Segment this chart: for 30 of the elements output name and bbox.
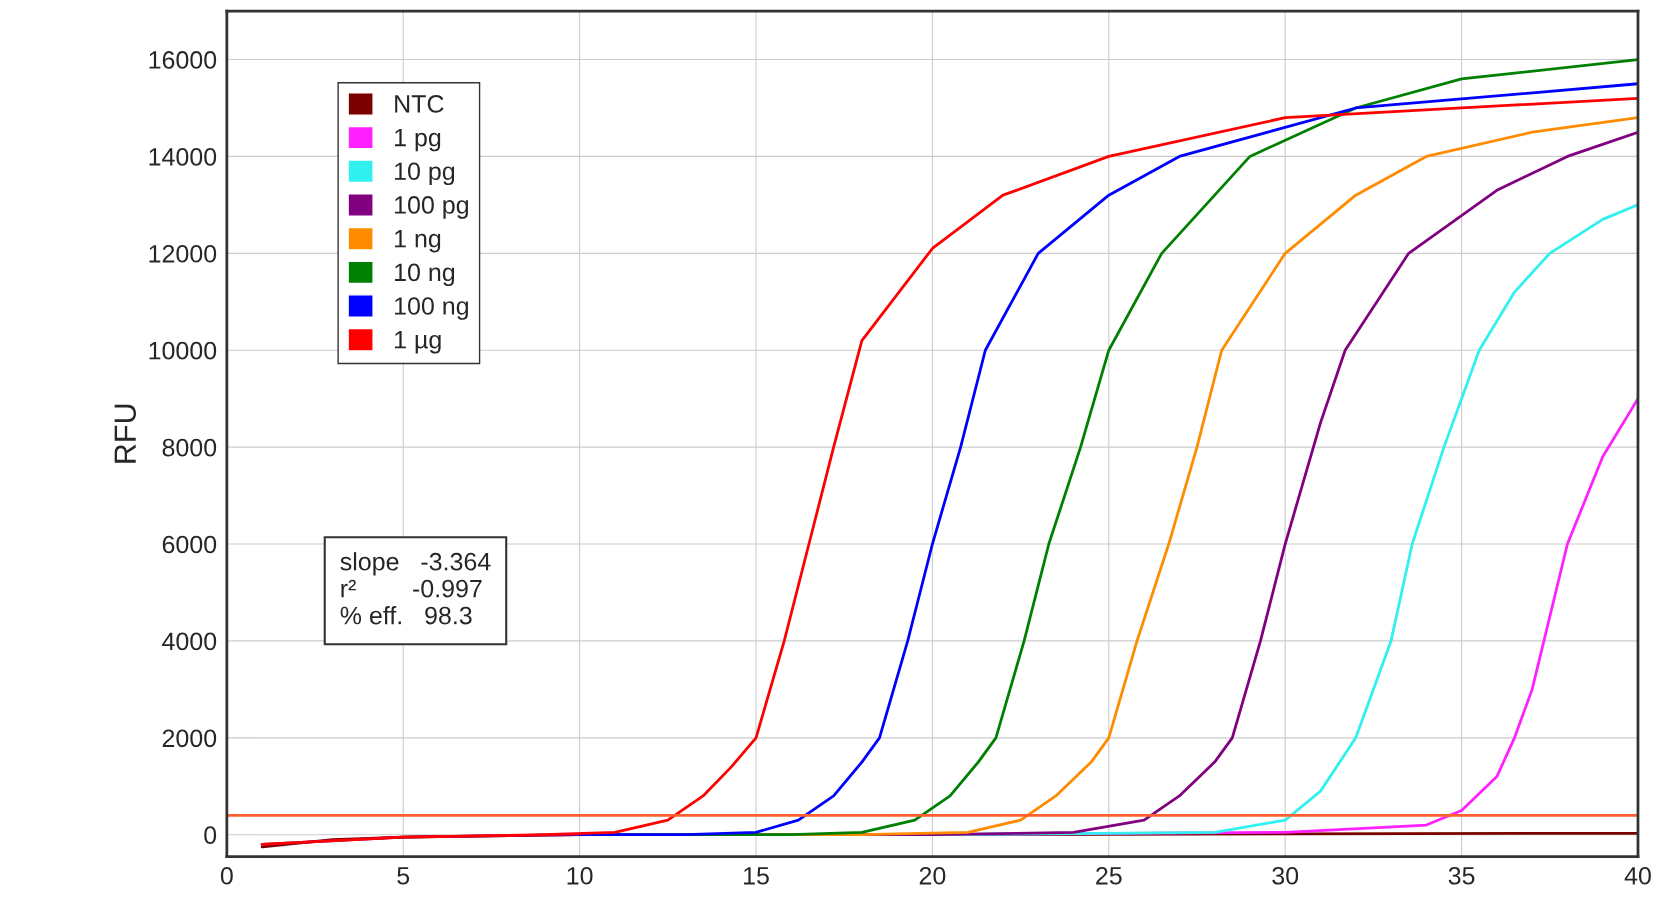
legend-label: NTC [395,95,444,113]
y-tick-label: 2000 [162,729,217,748]
legend-label: 100 ng [395,297,468,320]
x-tick-label: 0 [220,866,233,885]
annotation: % eff. 98.3 [340,606,472,625]
legend-label: 10 ng [395,263,455,287]
y-tick-label: 8000 [162,438,217,457]
y-tick-label: 10000 [149,341,217,360]
legend-label: 1 pg [395,128,441,152]
x-tick-label: 15 [744,867,769,885]
x-tick-label: 5 [397,867,410,885]
y-tick-label: 6000 [162,535,217,554]
y-tick-label: 16000 [149,51,217,69]
legend-label: 100 pg [395,196,468,219]
x-tick-label: 20 [919,866,946,885]
y-tick-label: 0 [204,826,217,845]
y-axis-title: RFU [114,404,137,463]
y-tick-label: 12000 [149,244,217,263]
x-tick-label: 40 [1624,866,1651,885]
x-tick-label: 35 [1448,866,1475,885]
x-tick-label: 30 [1272,866,1299,885]
legend-label: 1 µg [395,331,441,354]
legend-label: 10 pg [395,162,455,186]
y-tick-label: 14000 [149,148,217,166]
y-tick-label: 4000 [162,632,217,651]
annotation: r² -0.997 [341,579,482,598]
legend-label: 1 ng [395,230,441,253]
x-tick-label: 10 [567,866,593,885]
annotation: slope -3.364 [340,552,491,576]
x-tick-label: 25 [1096,866,1122,885]
